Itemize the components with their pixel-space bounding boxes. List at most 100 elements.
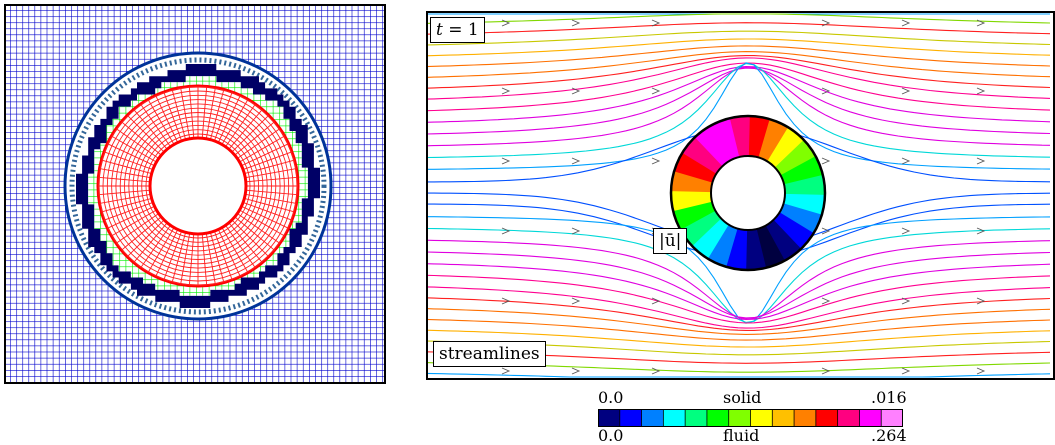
flow-arrow xyxy=(901,367,911,375)
ring-inner-boundary xyxy=(710,155,786,231)
colorbar-swatch xyxy=(685,409,708,427)
flow-arrow xyxy=(651,297,661,305)
outer-dotted-ring xyxy=(69,57,327,315)
flow-arrow xyxy=(901,87,911,95)
flow-arrow xyxy=(651,87,661,95)
streamline xyxy=(426,372,1051,378)
flow-arrow xyxy=(501,227,511,235)
streamline xyxy=(426,318,1051,341)
flow-arrow xyxy=(821,367,831,375)
solid-max-label: .016 xyxy=(871,388,907,407)
colorbar-frame xyxy=(598,409,903,427)
ring-segment xyxy=(671,170,713,193)
flow-arrow xyxy=(821,157,831,165)
flow-arrow xyxy=(821,297,831,305)
solid-ring-line xyxy=(128,116,268,256)
fluid-label: fluid xyxy=(723,426,760,445)
colorbar-swatch xyxy=(728,409,752,427)
flow-arrow xyxy=(571,87,581,95)
colorbar-gradient xyxy=(598,409,903,427)
ring-segment xyxy=(765,219,802,261)
flow-arrow xyxy=(501,367,511,375)
flow-arrow xyxy=(976,87,986,95)
ring-segment xyxy=(774,139,816,176)
flow-arrow xyxy=(501,157,511,165)
flow-arrow xyxy=(976,227,986,235)
colorbar-swatch xyxy=(772,409,795,427)
colorbar-swatch xyxy=(815,409,839,427)
ring-segment xyxy=(748,116,771,158)
colorbar-swatch xyxy=(859,409,882,427)
flow-arrow xyxy=(976,19,986,27)
ring-segment xyxy=(779,203,822,234)
ring-segment xyxy=(767,127,805,168)
ring-segment xyxy=(758,119,789,162)
streamline xyxy=(426,263,1051,320)
ring-segment xyxy=(682,136,723,174)
solid-ring-line xyxy=(119,107,277,265)
solid-ring-line xyxy=(98,86,298,286)
time-value: = 1 xyxy=(442,20,479,40)
flow-arrow xyxy=(651,367,661,375)
streamline xyxy=(426,51,1051,78)
ring-segment xyxy=(694,125,731,167)
ring-segment xyxy=(674,152,717,183)
flow-arrow xyxy=(501,297,511,305)
solid-ring-line xyxy=(145,133,251,239)
solid-ring-line xyxy=(132,120,264,252)
colorbar-swatch xyxy=(598,409,621,427)
ring-segment xyxy=(691,218,729,259)
mesh-panel xyxy=(4,4,386,384)
solid-ring-line xyxy=(111,99,285,273)
streamline xyxy=(426,13,1051,24)
flow-arrows xyxy=(501,19,986,375)
colorbar-swatch xyxy=(663,409,686,427)
flow-arrow xyxy=(976,297,986,305)
solid-ring-line xyxy=(141,129,255,243)
ring-segment xyxy=(680,210,722,247)
ring-segment xyxy=(783,193,825,216)
streamline xyxy=(426,38,1051,57)
solid-ring-line xyxy=(102,90,294,282)
flow-arrow xyxy=(821,19,831,27)
flow-arrow xyxy=(976,367,986,375)
ring-segment xyxy=(773,212,814,250)
streamline xyxy=(426,329,1051,348)
flow-arrow xyxy=(571,297,581,305)
colorbar-swatch xyxy=(750,409,773,427)
ring-segment xyxy=(725,228,748,270)
time-label: t = 1 xyxy=(430,17,485,43)
ring-outer-boundary xyxy=(669,114,827,272)
flow-frame xyxy=(426,11,1055,380)
flow-arrow xyxy=(821,227,831,235)
streamline xyxy=(426,45,1051,68)
flow-arrow xyxy=(571,227,581,235)
streamline xyxy=(426,62,1051,112)
colorbar: 0.0 solid .016 0.0 fluid .264 xyxy=(598,388,907,445)
colorbar-swatch xyxy=(641,409,664,427)
colorbar-swatch xyxy=(706,409,730,427)
ring-segment xyxy=(671,190,713,212)
solid-min-label: 0.0 xyxy=(598,388,624,407)
streamline xyxy=(426,251,1051,319)
solid-ring-line xyxy=(106,94,290,278)
colorbar-swatch xyxy=(837,409,861,427)
colorbar-swatch xyxy=(619,409,643,427)
streamline xyxy=(426,55,1051,89)
colorbar-swatch xyxy=(794,409,817,427)
streamline xyxy=(426,57,1051,100)
ring-segment xyxy=(783,174,825,196)
streamline xyxy=(426,297,1051,331)
flow-arrow xyxy=(501,87,511,95)
flow-arrow xyxy=(571,19,581,27)
fluid-min-label: 0.0 xyxy=(598,426,624,445)
streamline xyxy=(426,22,1051,35)
streamline xyxy=(426,62,1051,170)
solid-ring-line xyxy=(124,112,272,260)
streamline xyxy=(426,286,1051,329)
time-variable: t xyxy=(436,20,443,40)
solid-inner-boundary xyxy=(148,136,248,236)
streamline xyxy=(426,30,1051,46)
ring-segment xyxy=(729,116,751,158)
solid-ring-line xyxy=(115,103,281,269)
